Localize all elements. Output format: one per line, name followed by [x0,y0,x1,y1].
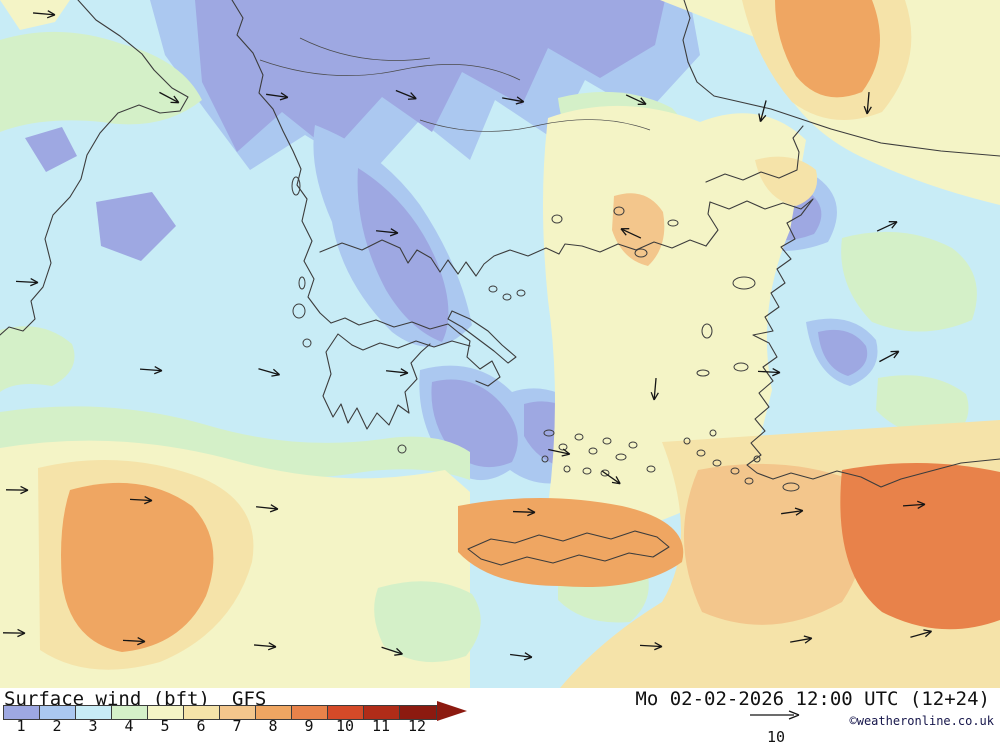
weather-map [0,0,1000,688]
wind-field [0,0,1000,688]
scale-number: 8 [255,717,291,735]
scale-number: 2 [39,717,75,735]
legend-datetime: Mo 02-02-2026 12:00 UTC (12+24) [635,688,990,710]
wind-speed-arrow-icon [750,710,800,720]
scale-number: 4 [111,717,147,735]
legend-scale-arrow-tip [437,701,467,721]
map-svg [0,0,1000,688]
scale-number: 11 [363,717,399,735]
scale-number: 5 [147,717,183,735]
scale-number: 7 [219,717,255,735]
wind-speed-arrow-value: 10 [767,728,785,746]
scale-number: 3 [75,717,111,735]
scale-number: 12 [399,717,435,735]
scale-number: 6 [183,717,219,735]
scale-number: 10 [327,717,363,735]
copyright-label: ©weatheronline.co.uk [850,714,995,728]
scale-number: 9 [291,717,327,735]
scale-number: 1 [3,717,39,735]
